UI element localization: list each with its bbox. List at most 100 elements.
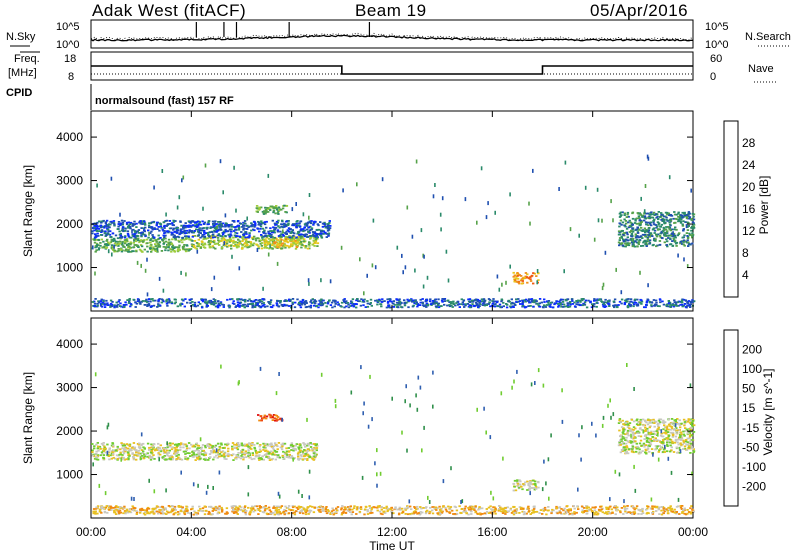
range-cell: [621, 419, 624, 422]
range-cell: [113, 224, 116, 227]
range-cell: [226, 442, 230, 445]
range-cell: [269, 416, 272, 419]
range-cell: [265, 452, 269, 455]
range-cell: [311, 243, 314, 246]
range-cell: [602, 282, 605, 287]
range-cell: [242, 303, 245, 306]
range-cell: [291, 244, 294, 246]
range-cell: [661, 439, 665, 441]
range-cell: [206, 301, 209, 304]
range-cell: [170, 233, 173, 236]
range-cell: [292, 449, 295, 452]
range-cell: [422, 304, 425, 306]
range-cell: [625, 436, 628, 439]
range-cell: [512, 483, 516, 485]
range-cell: [272, 445, 275, 447]
range-cell: [493, 300, 496, 303]
range-cell: [294, 247, 298, 250]
range-cell: [654, 445, 658, 447]
range-cell: [293, 223, 296, 225]
range-cell: [155, 239, 158, 241]
range-cell: [303, 449, 306, 451]
range-cell: [127, 302, 131, 304]
range-cell: [665, 304, 668, 307]
range-cell: [165, 225, 168, 227]
range-cell: [356, 506, 359, 508]
range-cell: [183, 244, 186, 246]
range-cell: [665, 218, 668, 221]
range-cell: [232, 230, 236, 232]
range-cell: [309, 228, 312, 231]
range-cell: [116, 228, 119, 230]
range-cell: [96, 458, 100, 461]
range-cell: [241, 247, 244, 250]
range-cell: [263, 223, 267, 226]
range-cell: [669, 431, 673, 434]
range-cell: [653, 430, 656, 433]
range-cell: [366, 302, 369, 305]
range-cell: [174, 443, 177, 446]
range-cell: [180, 228, 183, 231]
range-cell: [238, 302, 241, 305]
range-cell: [675, 241, 679, 244]
range-cell: [519, 279, 523, 282]
range-cell: [247, 303, 250, 306]
range-cell: [179, 304, 182, 307]
range-cell: [308, 244, 311, 247]
range-cell: [326, 227, 329, 230]
range-cell: [128, 445, 132, 448]
range-cell: [241, 456, 244, 458]
range-cell: [644, 243, 647, 245]
range-cell: [258, 299, 262, 302]
range-cell: [289, 228, 292, 231]
range-cell: [648, 217, 651, 220]
range-cell: [133, 239, 136, 242]
range-cell: [251, 223, 253, 228]
range-cell: [141, 300, 145, 302]
range-cell: [160, 226, 163, 229]
range-cell: [242, 458, 245, 461]
range-cell: [415, 301, 418, 304]
range-cell: [122, 512, 125, 515]
range-cell: [176, 444, 179, 447]
range-cell: [692, 431, 696, 433]
range-cell: [219, 159, 222, 164]
range-cell: [300, 233, 303, 236]
range-cell: [283, 508, 286, 511]
range-cell: [638, 442, 642, 445]
range-cell: [674, 226, 677, 229]
range-cell: [97, 301, 101, 304]
range-cell: [309, 225, 312, 228]
range-cell: [282, 443, 285, 446]
noise-axis-bottom-right: 10^0: [705, 39, 729, 51]
range-cell: [170, 227, 173, 230]
range-cell: [526, 273, 529, 276]
range-cell: [215, 454, 218, 457]
range-cell: [232, 245, 236, 247]
range-cell: [681, 236, 684, 239]
range-cell: [621, 450, 624, 452]
range-cell: [152, 448, 155, 451]
range-cell: [113, 304, 116, 307]
range-cell: [277, 454, 280, 456]
range-cell: [595, 511, 598, 513]
range-cell: [686, 229, 690, 231]
range-cell: [359, 304, 363, 307]
range-cell: [267, 452, 271, 455]
range-cell: [559, 302, 562, 304]
range-cell: [636, 226, 639, 229]
range-cell: [305, 224, 308, 227]
range-cell: [648, 419, 652, 422]
range-cell: [250, 443, 254, 445]
range-cell: [448, 301, 451, 303]
range-cell: [620, 298, 624, 301]
range-cell: [158, 298, 161, 300]
range-cell: [163, 224, 166, 227]
range-cell: [683, 421, 687, 423]
range-cell: [128, 455, 131, 457]
range-cell: [231, 298, 234, 300]
range-cell: [349, 305, 352, 307]
range-cell: [277, 213, 280, 215]
range-cell: [289, 298, 292, 301]
range-cell: [644, 184, 647, 188]
